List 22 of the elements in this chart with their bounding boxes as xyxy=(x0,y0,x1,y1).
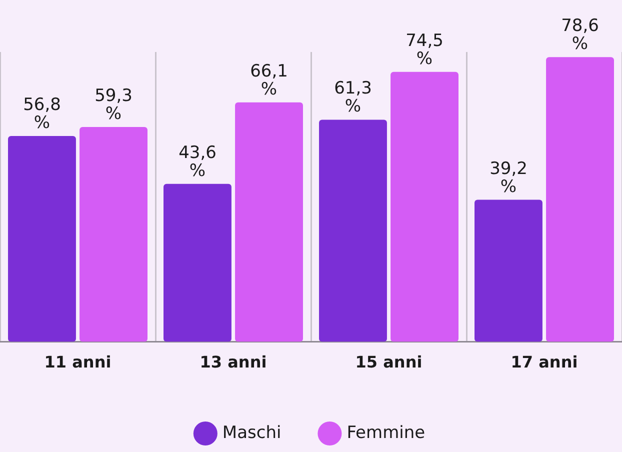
x-tick-label: 11 anni xyxy=(44,352,112,372)
bar xyxy=(474,200,542,342)
data-label: 66,1 % xyxy=(250,61,288,100)
data-label: 56,8 % xyxy=(23,95,61,134)
data-label: 74,5 % xyxy=(406,30,444,69)
data-label: 61,3 % xyxy=(334,78,372,117)
x-tick-label: 13 anni xyxy=(200,352,267,372)
data-label: 78,6 % xyxy=(561,16,599,54)
bar xyxy=(546,57,614,342)
x-tick-label: 17 anni xyxy=(510,352,578,372)
bar xyxy=(164,184,232,342)
data-label: 43,6 % xyxy=(178,142,216,181)
bar xyxy=(80,126,148,342)
legend-label: Maschi xyxy=(222,422,282,443)
x-tick-label: 15 anni xyxy=(355,352,422,372)
data-label: 39,2 % xyxy=(490,158,528,197)
bar xyxy=(235,102,303,342)
bar xyxy=(319,120,387,342)
bar xyxy=(390,72,458,342)
data-label: 59,3 % xyxy=(94,86,132,124)
bar xyxy=(8,136,76,342)
legend-label: Femmine xyxy=(346,422,426,443)
